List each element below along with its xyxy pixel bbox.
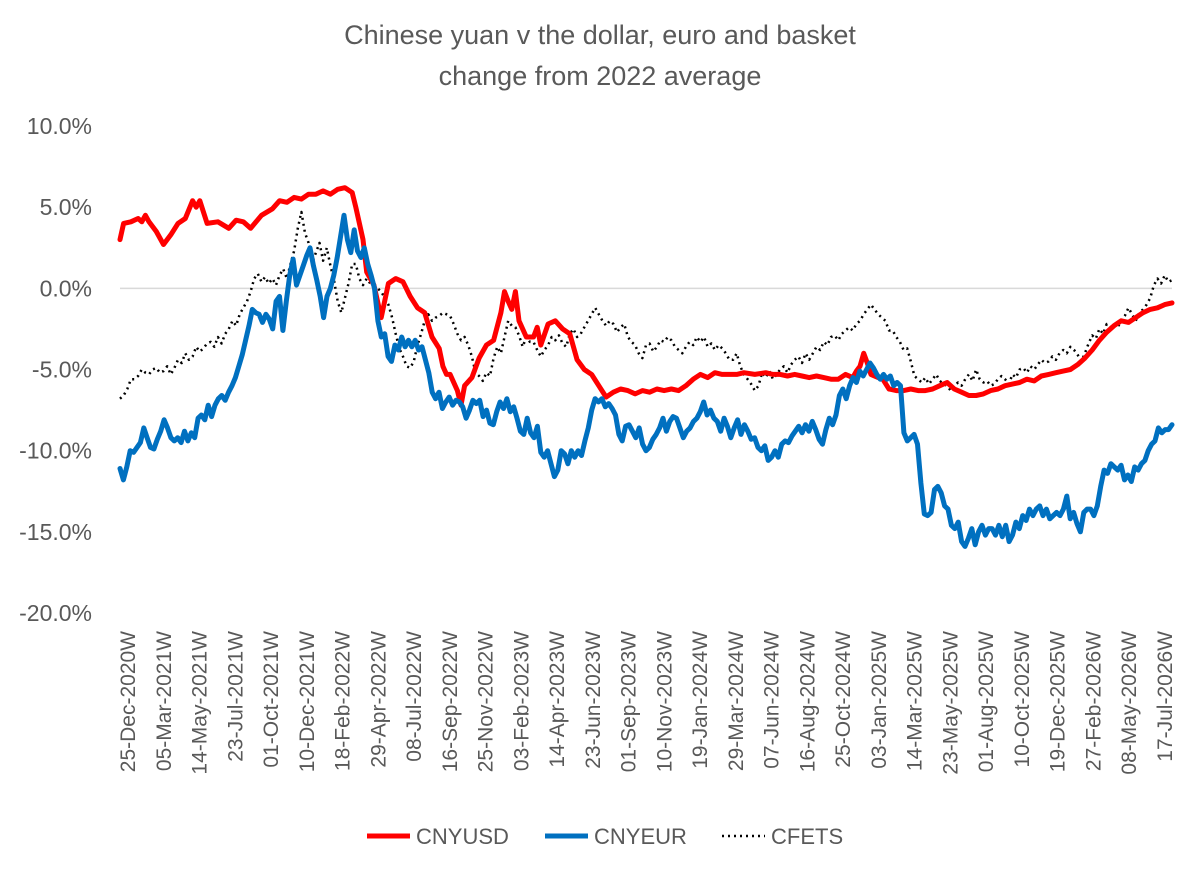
x-tick-label: 18-Feb-2022W [332, 631, 355, 771]
chart-subtitle: change from 2022 average [439, 61, 762, 91]
x-tick-label: 03-Jan-2025W [868, 631, 891, 769]
x-tick-label: 23-Jun-2023W [582, 631, 605, 769]
series-layer [117, 185, 1175, 549]
x-tick-label: 01-Oct-2021W [260, 631, 283, 768]
x-tick-label: 14-Apr-2023W [546, 631, 569, 768]
x-tick-label: 23-May-2025W [939, 631, 962, 775]
x-tick-label: 23-Jul-2021W [224, 631, 247, 762]
x-tick-label: 29-Mar-2024W [725, 631, 748, 771]
chart-title: Chinese yuan v the dollar, euro and bask… [344, 20, 856, 50]
x-tick-label: 03-Feb-2023W [510, 631, 533, 771]
x-tick-label: 01-Aug-2025W [975, 631, 998, 772]
x-tick-label: 27-Feb-2026W [1082, 631, 1105, 771]
x-tick-label: 07-Jun-2024W [761, 631, 784, 769]
x-tick-label: 17-Jul-2026W [1154, 631, 1177, 762]
y-axis: 10.0% 5.0% 0.0% -5.0% -10.0% -15.0% -20.0% [19, 113, 92, 626]
series-line-cnyusd [117, 185, 1175, 408]
y-tick-label: -15.0% [19, 519, 92, 545]
legend-label-cnyusd: CNYUSD [416, 824, 509, 849]
y-tick-label: -5.0% [32, 357, 92, 383]
x-tick-label: 16-Sep-2022W [439, 631, 462, 772]
x-tick-label: 19-Dec-2025W [1047, 631, 1070, 772]
x-axis: 25-Dec-2020W 05-Mar-2021W 14-May-2021W 23-J… [117, 631, 1177, 775]
y-tick-label: 5.0% [40, 194, 92, 220]
x-tick-label: 10-Nov-2023W [653, 631, 676, 772]
x-tick-label: 14-May-2021W [189, 631, 212, 775]
legend-label-cnyeur: CNYEUR [594, 824, 687, 849]
series-line-cfets [119, 210, 1173, 400]
x-tick-label: 25-Dec-2020W [117, 631, 140, 772]
x-tick-label: 10-Dec-2021W [296, 631, 319, 772]
y-tick-label: 0.0% [40, 275, 92, 301]
x-tick-label: 08-Jul-2022W [403, 631, 426, 762]
x-tick-label: 25-Oct-2024W [832, 631, 855, 768]
y-tick-label: 10.0% [27, 113, 92, 139]
series-line-cnyeur [117, 212, 1175, 549]
x-tick-label: 16-Aug-2024W [796, 631, 819, 772]
x-tick-label: 25-Nov-2022W [475, 631, 498, 772]
y-tick-label: -20.0% [19, 600, 92, 626]
x-tick-label: 14-Mar-2025W [904, 631, 927, 771]
x-tick-label: 29-Apr-2022W [367, 631, 390, 768]
x-tick-label: 10-Oct-2025W [1011, 631, 1034, 768]
legend: CNYUSD CNYEUR CFETS [367, 824, 843, 849]
x-tick-label: 19-Jan-2024W [689, 631, 712, 769]
x-tick-label: 01-Sep-2023W [618, 631, 641, 772]
y-tick-label: -10.0% [19, 438, 92, 464]
legend-label-cfets: CFETS [771, 824, 843, 849]
x-tick-label: 08-May-2026W [1118, 631, 1141, 775]
x-tick-label: 05-Mar-2021W [153, 631, 176, 771]
